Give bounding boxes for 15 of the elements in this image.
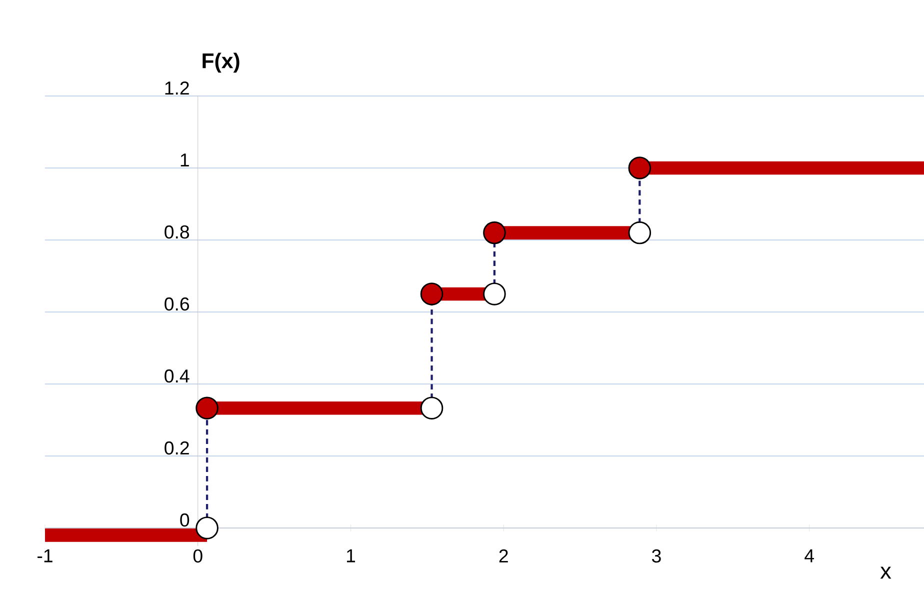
x-axis-title: x [880, 566, 892, 579]
y-tick-label: 0.8 [164, 225, 190, 239]
y-tick-label: 0.2 [164, 441, 189, 455]
x-tick-label: 0 [193, 549, 202, 563]
x-tick-label: 1 [346, 549, 356, 562]
y-tick-label: 1.2 [165, 81, 189, 95]
y-tick-label: 1 [180, 154, 189, 166]
x-tick-label: 3 [652, 549, 661, 563]
y-tick-label: 0.4 [164, 369, 190, 383]
x-tick-label: 2 [499, 549, 508, 562]
y-axis-title: F(x) [202, 52, 240, 73]
y-tick-label: 0 [180, 513, 190, 527]
x-tick-label: 4 [804, 549, 814, 562]
y-tick-label: 0.6 [164, 297, 190, 311]
x-tick-label: -1 [38, 549, 52, 562]
